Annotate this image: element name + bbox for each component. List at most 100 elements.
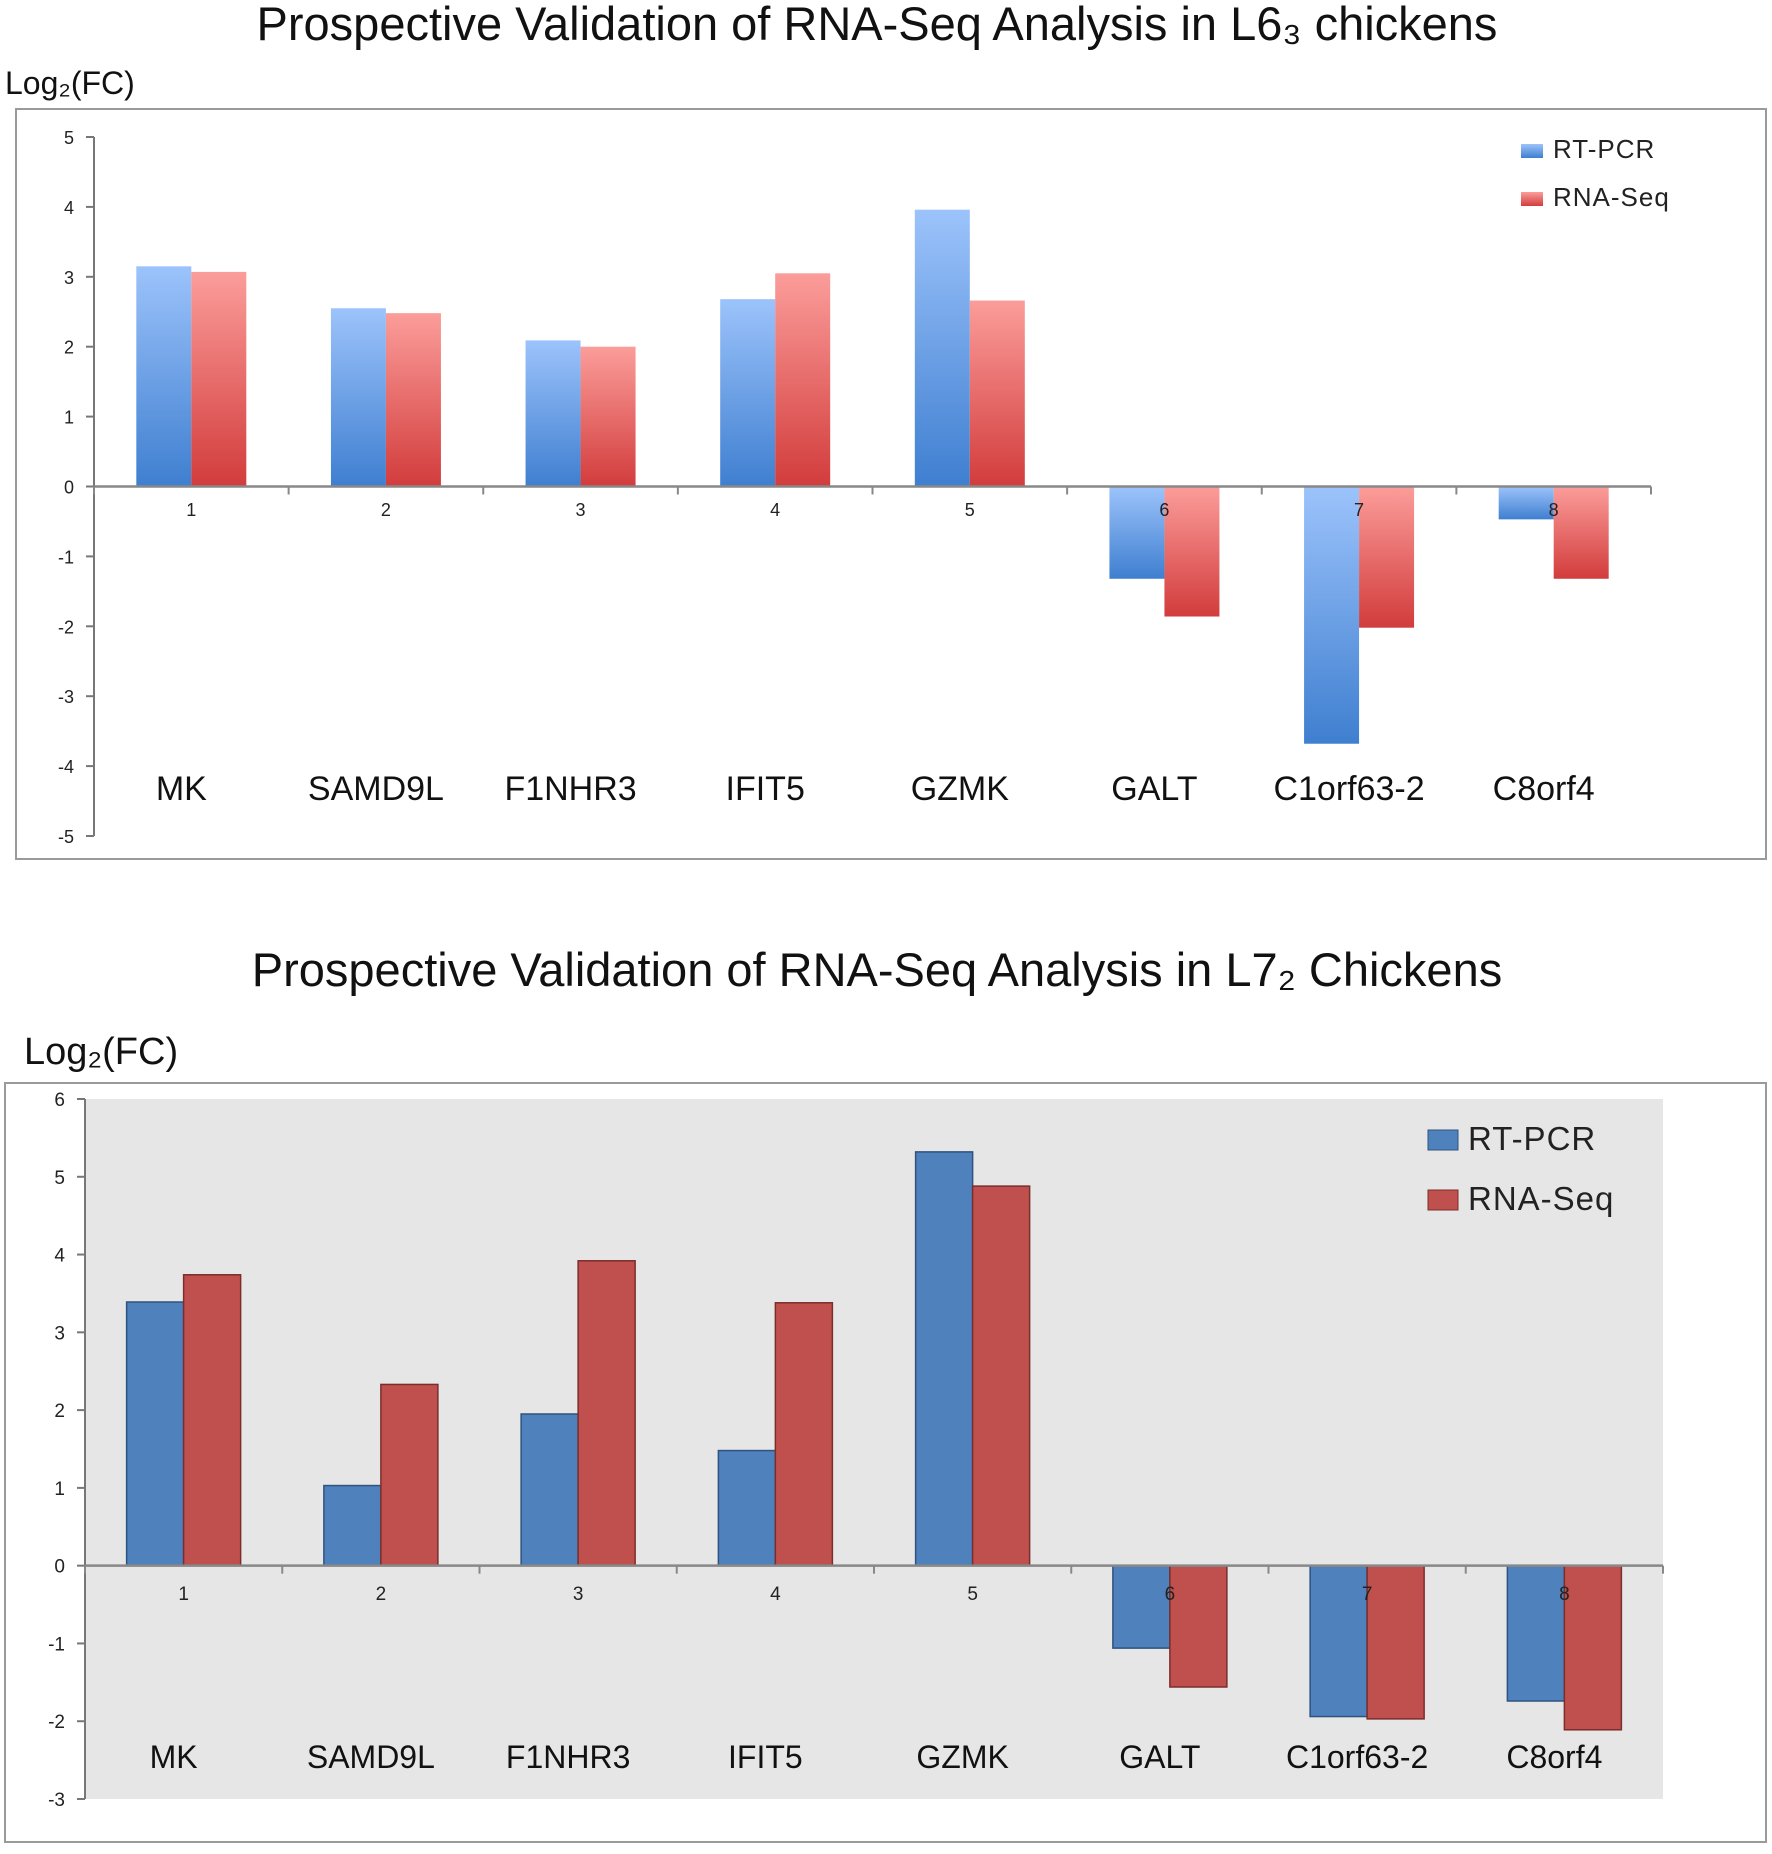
y-tick-label: -4 [58,757,74,777]
chart-title: Prospective Validation of RNA-Seq Analys… [257,0,1498,50]
x-tick-label: 2 [376,1584,387,1605]
legend-label-rna-seq: RNA-Seq [1468,1180,1614,1217]
y-tick-label: 3 [54,1323,65,1344]
y-tick-label: -3 [58,687,74,707]
y-tick-label: -1 [58,547,74,567]
gene-label: MK [150,1739,198,1775]
bar-rna-seq-c8orf4 [1553,486,1609,579]
x-tick-label: 5 [965,500,975,520]
bar-rna-seq-gzmk [969,300,1025,487]
y-tick-label: 3 [64,268,74,288]
y-tick-label: -2 [58,617,74,637]
y-tick-label: -1 [48,1634,65,1655]
x-tick-label: 2 [381,500,391,520]
bar-rna-seq-c8orf4 [1563,1564,1623,1731]
plot-area [85,1099,1663,1799]
bar-rna-seq-galt [1169,1564,1228,1688]
gene-label: F1NHR3 [504,770,636,808]
y-axis-label: Log₂(FC) [5,65,135,101]
bar-rna-seq-c1orf63-2 [1359,486,1415,628]
gene-label: C8orf4 [1493,770,1595,808]
bar-rna-seq-mk [182,1274,242,1567]
gene-label: IFIT5 [726,770,805,808]
bar-rt-pcr-mk [136,266,192,487]
gene-label: GALT [1119,1739,1200,1775]
gene-label: GZMK [916,1739,1008,1775]
gene-label: SAMD9L [308,770,444,808]
chart-l63: Prospective Validation of RNA-Seq Analys… [5,0,1767,860]
x-tick-label: 8 [1559,1584,1570,1605]
gene-label: C8orf4 [1506,1739,1602,1775]
y-tick-label: 0 [54,1557,65,1578]
bar-rt-pcr-c8orf4 [1498,486,1554,520]
bar-rt-pcr-galt [1109,486,1165,579]
y-axis-label: Log₂(FC) [24,1031,178,1073]
x-tick-label: 3 [576,500,586,520]
bar-rt-pcr-c1orf63-2 [1309,1564,1368,1718]
gene-label: IFIT5 [728,1739,803,1775]
x-tick-label: 4 [770,500,780,520]
y-tick-label: 1 [64,408,74,428]
chart-frame [15,108,1767,860]
bar-rt-pcr-gzmk [914,209,970,487]
bar-rt-pcr-ifit5 [717,1449,777,1567]
y-tick-label: -3 [48,1790,65,1811]
bar-rna-seq-samd9l [380,1383,439,1567]
chart-l72: Prospective Validation of RNA-Seq Analys… [4,943,1767,1843]
x-tick-label: 6 [1159,500,1169,520]
legend-swatch-rt-pcr [1427,1129,1459,1151]
legend-label-rt-pcr: RT-PCR [1468,1120,1596,1157]
gene-label: GZMK [911,770,1010,808]
bar-rna-seq-ifit5 [775,273,831,487]
y-tick-label: 4 [64,198,74,218]
x-tick-label: 1 [178,1584,189,1605]
bar-rt-pcr-f1nhr3 [525,340,581,487]
bar-rna-seq-c1orf63-2 [1366,1564,1425,1720]
gene-label: C1orf63-2 [1286,1739,1428,1775]
bar-rna-seq-f1nhr3 [580,346,636,487]
y-tick-label: 1 [54,1479,65,1500]
chart-title: Prospective Validation of RNA-Seq Analys… [252,943,1502,996]
legend-swatch-rna-seq [1521,192,1543,206]
x-tick-label: 4 [770,1584,781,1605]
y-tick-label: 5 [64,128,74,148]
gene-label: F1NHR3 [506,1739,630,1775]
bar-rt-pcr-samd9l [323,1484,382,1567]
y-tick-label: -5 [58,827,74,847]
x-tick-label: 6 [1165,1584,1176,1605]
gene-label: SAMD9L [307,1739,435,1775]
y-tick-label: 0 [64,478,74,498]
bar-rt-pcr-ifit5 [720,299,776,487]
x-tick-label: 7 [1354,500,1364,520]
bar-rt-pcr-gzmk [914,1151,974,1567]
x-tick-label: 5 [967,1584,978,1605]
gene-label: GALT [1111,770,1197,808]
bar-rna-seq-gzmk [971,1185,1031,1567]
x-tick-label: 7 [1362,1584,1373,1605]
legend-swatch-rna-seq [1427,1189,1459,1211]
legend-swatch-rt-pcr [1521,144,1543,158]
bar-rna-seq-ifit5 [774,1302,834,1567]
bar-rt-pcr-mk [125,1301,185,1567]
y-tick-label: 4 [54,1246,65,1267]
chart-frame [4,1082,1767,1843]
y-tick-label: -2 [48,1712,65,1733]
bar-rna-seq-galt [1164,486,1220,617]
x-tick-label: 8 [1549,500,1559,520]
bar-rt-pcr-c1orf63-2 [1304,486,1360,744]
y-tick-label: 6 [54,1090,65,1111]
bar-rna-seq-samd9l [385,313,441,487]
gene-label: C1orf63-2 [1273,770,1424,808]
bar-rt-pcr-galt [1112,1564,1171,1649]
gene-label: MK [156,770,207,808]
y-tick-label: 2 [64,338,74,358]
x-tick-label: 1 [186,500,196,520]
bar-rt-pcr-c8orf4 [1506,1564,1566,1702]
bar-rna-seq-mk [191,271,247,487]
y-tick-label: 5 [54,1168,65,1189]
bar-rna-seq-f1nhr3 [577,1260,636,1567]
legend-label-rna-seq: RNA-Seq [1553,182,1670,212]
y-tick-label: 2 [54,1401,65,1422]
bar-rt-pcr-samd9l [330,308,386,487]
